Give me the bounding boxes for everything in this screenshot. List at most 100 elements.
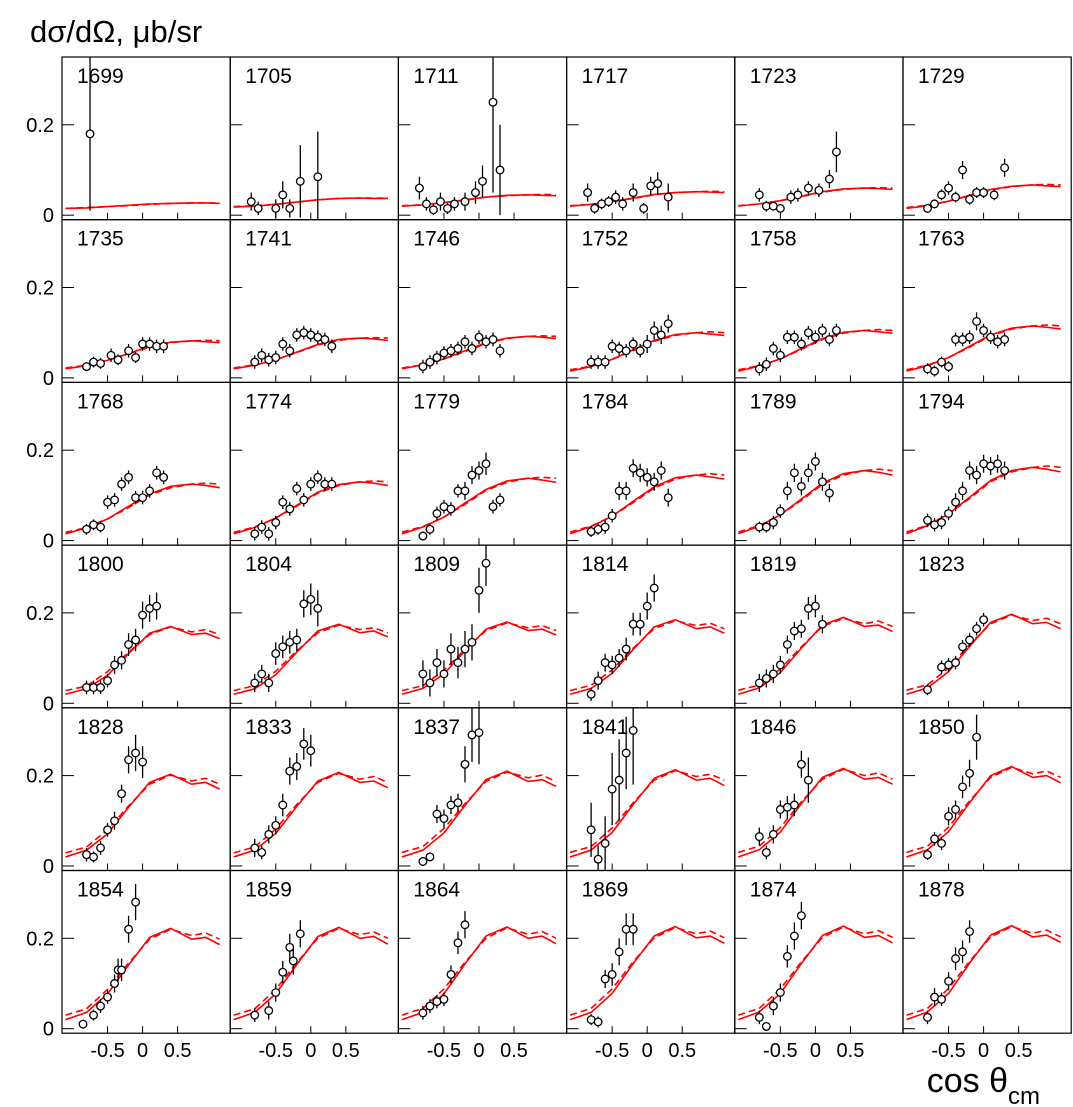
data-point [618,199,628,209]
panel-title: 1784 [582,390,629,413]
data-point [131,353,141,362]
x-tick-label: 0 [978,1040,989,1062]
curve [233,927,389,1016]
data-point [656,466,666,475]
data-point [467,470,477,480]
data-point [446,644,456,654]
panel-title: 1752 [582,228,629,251]
panel-title: 1717 [582,65,629,88]
data-point [460,486,470,496]
plot-area [738,323,893,376]
x-tick-label: 0.5 [837,1040,865,1062]
data-point [642,339,652,349]
data-point [663,319,673,329]
data-point [278,190,288,200]
data-point [432,509,442,518]
data-point [250,678,260,688]
data-point [460,197,470,207]
data-point [754,1012,764,1022]
data-point [824,174,834,184]
data-point [299,599,309,609]
panel: 1789 [734,381,904,546]
data-point [306,479,316,489]
plot-area [233,470,389,541]
data-point [453,938,463,948]
data-point [488,502,498,512]
data-point [488,97,498,107]
data-point [264,1006,274,1016]
data-point [951,192,961,202]
data-point [432,809,442,819]
curve [401,477,557,535]
data-point [453,344,463,353]
y-tick-label: 0 [43,531,54,553]
y-tick-label: 0.2 [26,440,54,462]
curve [569,768,725,858]
panel-title: 1859 [245,879,292,902]
plot-area [906,920,1062,1025]
data-point [271,820,281,830]
data-point [593,1017,603,1027]
panel-title: 1846 [750,716,797,739]
curve [569,619,725,692]
plot-area [65,337,220,372]
data-point [775,350,785,360]
data-point [110,660,120,670]
data-point [979,615,989,625]
plot-area [738,131,893,213]
data-point [418,1008,428,1018]
data-point [831,147,841,157]
data-point [295,176,305,186]
panel-title: 1800 [77,553,124,576]
panel: 1729 [902,56,1072,221]
data-point [817,619,827,629]
data-point [958,486,968,496]
curve [233,336,388,369]
panel: -0.5 0 0.5 1874 [734,869,904,1062]
data-point [292,762,302,772]
plot-area [906,312,1061,377]
curve [738,767,893,858]
x-tick-label: 0 [305,1040,316,1062]
curve [233,480,388,534]
data-point [306,746,316,756]
curve [401,476,557,533]
data-point [639,203,649,213]
data-point [958,782,968,792]
panel: 1823 [902,544,1072,709]
panel-title: 1746 [413,228,460,251]
plot-area [401,452,557,541]
plot-area [233,728,389,860]
data-point [288,956,298,966]
data-point [600,357,610,367]
plot-area [569,574,725,702]
data-point [82,524,91,534]
data-point [930,199,939,209]
panel-title: 1789 [750,390,797,413]
data-point [972,624,982,634]
data-point [628,463,638,473]
data-point [593,854,603,864]
data-point [306,594,316,604]
data-point [965,927,975,936]
data-point [614,653,624,663]
curve [569,769,725,854]
data-point [96,522,105,532]
y-tick-label: 0 [43,205,54,227]
plot-area [906,158,1061,213]
data-point [1000,466,1010,475]
data-point [418,669,428,679]
data-point [923,685,932,695]
data-point [138,493,148,503]
data-point [117,479,127,489]
panel: 0 0.2 1768 [26,381,231,553]
data-point [937,994,946,1004]
data-point [124,472,134,482]
data-point [951,658,961,668]
data-point [1000,163,1010,173]
data-point [85,129,95,139]
curve [569,926,725,1016]
data-point [979,188,989,198]
data-point [817,325,827,335]
